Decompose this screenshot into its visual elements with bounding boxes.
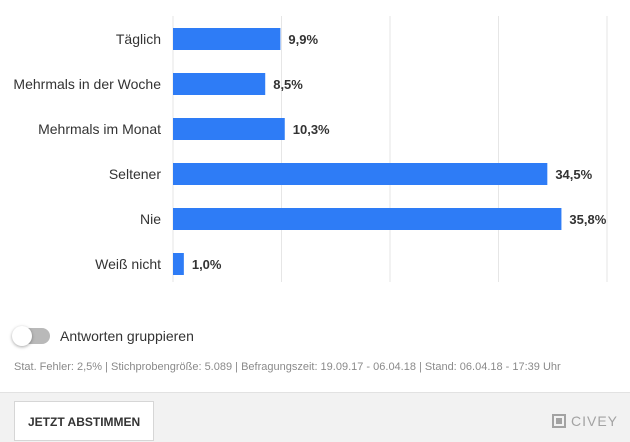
group-answers-toggle-row: Antworten gruppieren	[12, 326, 194, 346]
value-label: 10,3%	[293, 122, 330, 137]
value-label: 9,9%	[288, 32, 318, 47]
footer: JETZT ABSTIMMEN CIVEY	[0, 392, 630, 442]
civey-logo-icon	[551, 414, 566, 428]
bar[interactable]	[173, 253, 184, 275]
category-label: Mehrmals im Monat	[38, 121, 161, 137]
toggle-label: Antworten gruppieren	[60, 328, 194, 344]
bar[interactable]	[173, 28, 281, 50]
bar[interactable]	[173, 208, 562, 230]
bar-chart: Täglich 9,9% Mehrmals in der Woche 8,5% Mehr…	[13, 16, 608, 282]
value-label: 1,0%	[192, 257, 222, 272]
brand-name: CIVEY	[570, 413, 618, 429]
civey-brand[interactable]: CIVEY	[551, 413, 618, 429]
survey-meta-info: Stat. Fehler: 2,5% | Stichprobengröße: 5…	[14, 361, 561, 373]
bar[interactable]	[173, 73, 266, 95]
value-label: 8,5%	[273, 77, 303, 92]
group-answers-toggle[interactable]	[12, 326, 50, 346]
category-label: Mehrmals in der Woche	[13, 76, 161, 92]
toggle-knob	[12, 326, 32, 346]
value-label: 34,5%	[555, 167, 592, 182]
category-label: Nie	[140, 211, 161, 227]
bar[interactable]	[173, 118, 285, 140]
bar[interactable]	[173, 163, 548, 185]
category-label: Weiß nicht	[95, 256, 161, 272]
category-label: Seltener	[109, 166, 161, 182]
category-label: Täglich	[116, 31, 161, 47]
value-label: 35,8%	[569, 212, 606, 227]
vote-now-button[interactable]: JETZT ABSTIMMEN	[14, 401, 155, 441]
